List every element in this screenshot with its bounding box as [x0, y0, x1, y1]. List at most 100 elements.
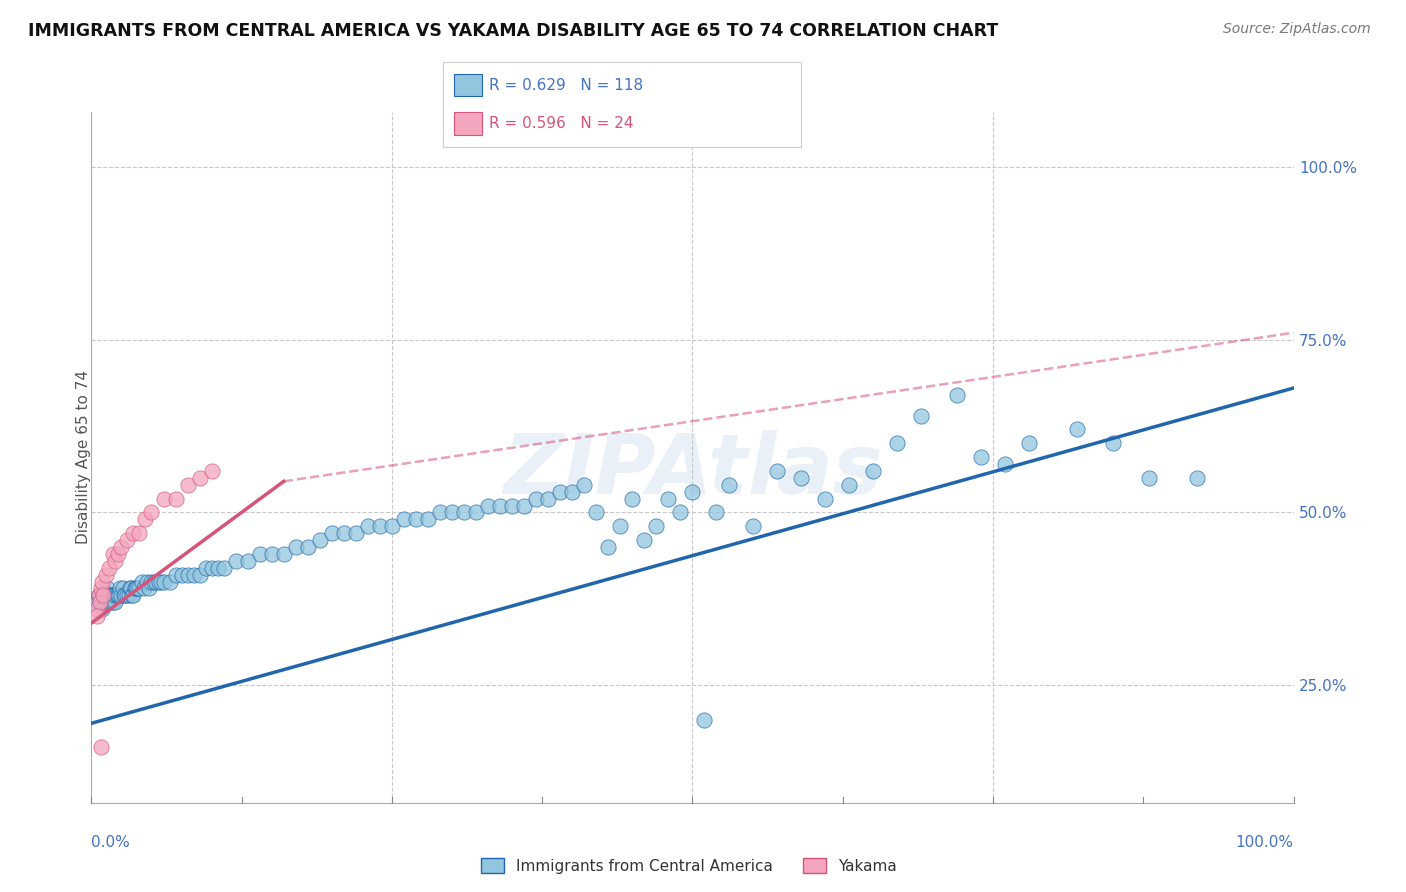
Point: [110, 540, 132, 554]
Point: [93, 589, 115, 603]
Point: [125, 582, 148, 596]
Point: [122, 589, 145, 603]
Point: [112, 589, 135, 603]
Point: [97, 595, 120, 609]
Point: [598, 540, 620, 554]
Point: [101, 589, 124, 603]
Point: [100, 589, 122, 603]
Point: [134, 512, 156, 526]
Point: [284, 540, 307, 554]
Point: [89, 595, 111, 609]
Point: [537, 491, 560, 506]
Text: ZIPAtlas: ZIPAtlas: [503, 431, 882, 511]
Point: [188, 471, 211, 485]
Point: [131, 574, 153, 589]
Text: Source: ZipAtlas.com: Source: ZipAtlas.com: [1223, 22, 1371, 37]
Point: [128, 582, 150, 596]
Text: IMMIGRANTS FROM CENTRAL AMERICA VS YAKAMA DISABILITY AGE 65 TO 74 CORRELATION CH: IMMIGRANTS FROM CENTRAL AMERICA VS YAKAM…: [28, 22, 998, 40]
Point: [201, 464, 224, 478]
Point: [90, 740, 112, 755]
Point: [125, 582, 148, 596]
Point: [89, 595, 111, 609]
Point: [93, 595, 115, 609]
Point: [93, 589, 115, 603]
Point: [111, 582, 134, 596]
Legend: Immigrants from Central America, Yakama: Immigrants from Central America, Yakama: [475, 852, 903, 880]
Point: [249, 547, 271, 561]
Point: [98, 561, 121, 575]
Point: [621, 491, 644, 506]
Y-axis label: Disability Age 65 to 74: Disability Age 65 to 74: [76, 370, 90, 544]
Point: [645, 519, 668, 533]
Point: [101, 547, 124, 561]
Point: [357, 519, 380, 533]
Point: [91, 602, 114, 616]
Point: [1137, 471, 1160, 485]
Point: [104, 595, 127, 609]
Point: [416, 512, 439, 526]
Point: [405, 512, 427, 526]
Point: [970, 450, 993, 465]
Point: [225, 554, 247, 568]
Point: [188, 567, 211, 582]
Point: [117, 533, 139, 548]
Point: [100, 595, 122, 609]
Point: [1187, 471, 1209, 485]
Point: [308, 533, 330, 548]
Point: [101, 595, 124, 609]
Point: [93, 589, 115, 603]
Point: [333, 526, 356, 541]
Point: [260, 547, 283, 561]
Point: [86, 609, 108, 624]
Point: [381, 519, 404, 533]
Point: [122, 526, 145, 541]
Point: [657, 491, 679, 506]
Point: [120, 582, 142, 596]
Point: [107, 589, 129, 603]
Point: [145, 574, 167, 589]
Point: [194, 561, 217, 575]
Point: [1066, 423, 1088, 437]
Point: [110, 589, 132, 603]
Point: [117, 589, 139, 603]
Point: [344, 526, 367, 541]
Point: [236, 554, 259, 568]
Point: [465, 505, 488, 519]
Point: [669, 505, 692, 519]
Point: [946, 388, 969, 402]
Point: [789, 471, 811, 485]
Point: [561, 484, 583, 499]
Point: [165, 491, 187, 506]
Point: [152, 574, 174, 589]
Point: [297, 540, 319, 554]
Point: [94, 567, 117, 582]
Point: [141, 574, 163, 589]
Point: [706, 505, 728, 519]
Point: [118, 589, 141, 603]
Point: [134, 582, 156, 596]
Text: R = 0.596   N = 24: R = 0.596 N = 24: [489, 117, 634, 131]
Point: [741, 519, 763, 533]
Point: [207, 561, 229, 575]
Point: [501, 499, 523, 513]
Point: [1018, 436, 1040, 450]
Point: [201, 561, 224, 575]
Point: [110, 582, 132, 596]
Point: [176, 478, 198, 492]
Point: [524, 491, 547, 506]
Point: [107, 547, 129, 561]
Point: [886, 436, 908, 450]
Point: [90, 589, 112, 603]
Point: [124, 582, 146, 596]
Point: [681, 484, 703, 499]
Point: [609, 519, 631, 533]
Point: [98, 589, 121, 603]
Point: [273, 547, 295, 561]
Point: [152, 491, 174, 506]
Point: [453, 505, 475, 519]
Point: [101, 589, 124, 603]
Point: [183, 567, 205, 582]
Point: [103, 589, 125, 603]
Point: [392, 512, 415, 526]
Point: [94, 589, 117, 603]
